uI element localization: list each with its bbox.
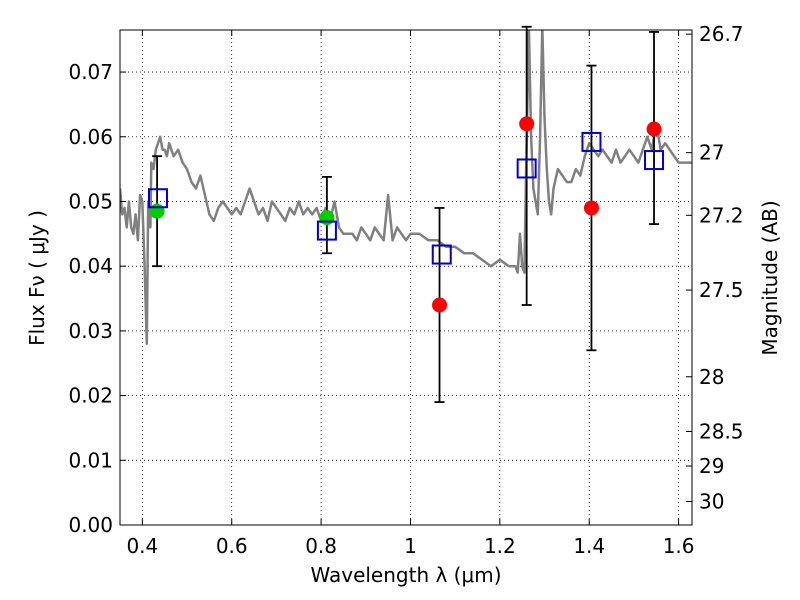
data-point: [583, 200, 599, 216]
x-tick-label: 1.2: [484, 534, 516, 558]
x-tick-label: 0.6: [216, 534, 248, 558]
y2-tick-label: 26.7: [699, 22, 744, 46]
y2-tick-label: 28: [699, 365, 724, 389]
y-tick-label: 0.04: [68, 254, 113, 278]
x-tick-label: 0.4: [126, 534, 158, 558]
x-tick-label: 1.4: [573, 534, 605, 558]
x-tick-label: 1.6: [663, 534, 695, 558]
data-point: [519, 116, 535, 132]
y-axis: 0.00 0.01 0.02 0.03 0.04 0.05 0.06 0.07: [68, 60, 126, 537]
grid: [120, 30, 692, 526]
x-tick-label: 1: [404, 534, 417, 558]
y-tick-label: 0.02: [68, 384, 113, 408]
data-point: [319, 210, 335, 226]
y2-axis: 26.7 27 27.2 27.5 28 28.5 29 30: [686, 22, 744, 514]
y-tick-label: 0.01: [68, 448, 113, 472]
series-layer: [120, 30, 692, 346]
y2-tick-label: 30: [699, 490, 724, 514]
x-axis: 0.4 0.6 0.8 1 1.2 1.4 1.6: [126, 30, 695, 558]
marker-layer: [147, 25, 665, 403]
y2-tick-label: 27.2: [699, 203, 744, 227]
y2-tick-label: 28.5: [699, 419, 744, 443]
y-tick-label: 0.05: [68, 189, 113, 213]
y2-axis-title: Magnitude (AB): [758, 200, 782, 355]
model-square: [644, 150, 665, 171]
model-square: [516, 158, 537, 179]
x-tick-label: 0.8: [305, 534, 337, 558]
data-point: [646, 121, 662, 137]
model-square: [316, 220, 337, 241]
y2-tick-label: 27.5: [699, 278, 744, 302]
plot-frame: [119, 29, 693, 526]
spectrum-line: [120, 30, 692, 346]
model-square: [147, 188, 168, 209]
y-tick-label: 0.00: [68, 513, 113, 537]
y-tick-label: 0.07: [68, 60, 113, 84]
y2-tick-label: 27: [699, 141, 724, 165]
model-square: [431, 244, 452, 265]
y2-tick-label: 29: [699, 454, 724, 478]
y-axis-title: Flux Fν ( μJy ): [25, 210, 49, 346]
plot-area: [120, 30, 692, 346]
data-point: [432, 297, 448, 313]
model-square: [581, 131, 602, 152]
data-point: [149, 203, 165, 219]
y-tick-label: 0.06: [68, 125, 113, 149]
x-axis-title: Wavelength λ (μm): [310, 563, 501, 587]
y-tick-label: 0.03: [68, 319, 113, 343]
